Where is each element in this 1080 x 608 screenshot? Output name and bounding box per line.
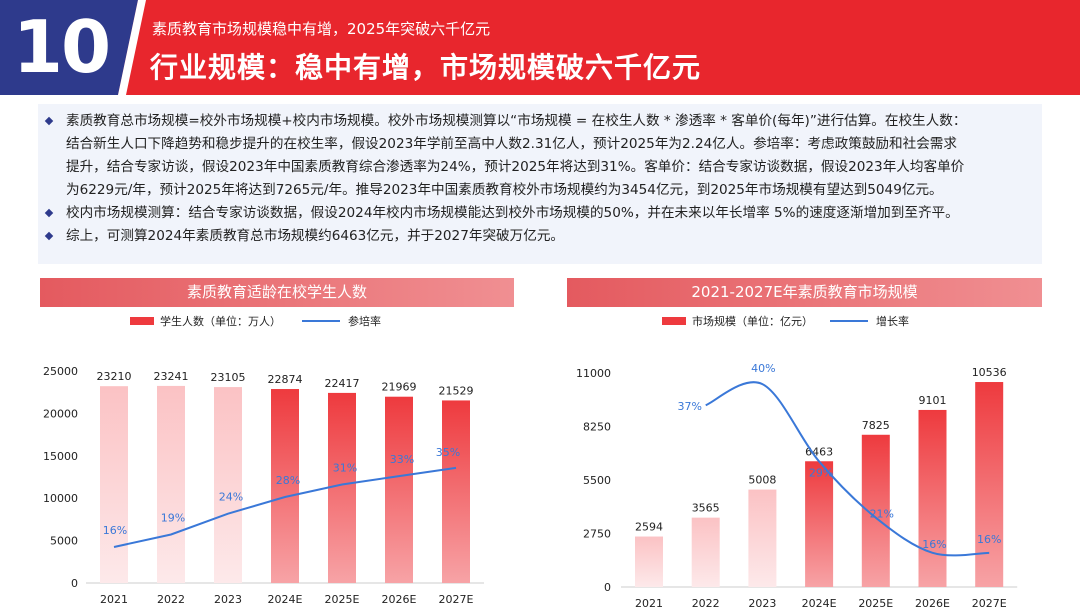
y-tick-label: 2750 <box>583 528 611 541</box>
bar <box>385 396 413 583</box>
y-tick-label: 11000 <box>576 367 611 380</box>
bar-value-label: 3565 <box>692 502 720 515</box>
y-tick-label: 8250 <box>583 421 611 434</box>
summary-line: 校内市场规模测算：结合专家访谈数据，假设2024年校内市场规模能达到校外市场规模… <box>66 205 959 221</box>
x-tick-label: 2025E <box>325 593 360 606</box>
bar <box>805 461 834 587</box>
y-tick-label: 0 <box>71 577 78 590</box>
chart-students-panel: 素质教育适龄在校学生人数 学生人数（单位：万人） 参培率 25000 20000 150… <box>40 278 514 608</box>
legend-bar-swatch <box>130 317 154 325</box>
bar-value-label: 5008 <box>748 474 776 487</box>
bar-value-label: 22417 <box>325 377 360 390</box>
x-tick-label: 2023 <box>748 597 776 608</box>
bar <box>748 489 777 587</box>
bar <box>157 385 185 583</box>
chart-students: 学生人数（单位：万人） 参培率 25000 20000 15000 10000 5000 0 2… <box>43 314 484 606</box>
x-tick-label: 2027E <box>972 597 1007 608</box>
bar <box>442 400 470 583</box>
x-tick-label: 2027E <box>439 593 474 606</box>
bar-value-label: 22874 <box>268 373 303 386</box>
line-point-label: 40% <box>751 362 775 375</box>
bar <box>214 387 242 583</box>
line-point-label: 28% <box>276 474 300 487</box>
y-tick-label: 25000 <box>43 365 78 378</box>
chart-market: 市场规模（单位：亿元） 增长率 11000 8250 5500 2750 0 2594 2021… <box>576 314 1018 608</box>
legend-line-label: 参培率 <box>348 314 381 328</box>
bar <box>975 382 1004 587</box>
x-tick-label: 2022 <box>692 597 720 608</box>
summary-line: 综上，可测算2024年素质教育总市场规模约6463亿元，并于2027年突破万亿元… <box>66 228 565 244</box>
bar-value-label: 2594 <box>635 521 663 534</box>
y-tick-label: 20000 <box>43 407 78 420</box>
bar <box>918 409 947 587</box>
legend-line-label: 增长率 <box>876 314 909 328</box>
line-point-label: 16% <box>922 538 946 551</box>
slide-number: 10 <box>12 5 111 89</box>
bullet-diamond-icon <box>44 208 54 218</box>
x-tick-label: 2024E <box>802 597 837 608</box>
y-tick-label: 0 <box>604 581 611 594</box>
chart-students-title: 素质教育适龄在校学生人数 <box>40 278 514 307</box>
x-tick-label: 2026E <box>915 597 950 608</box>
bullet-diamond-icon <box>44 231 54 241</box>
x-tick-label: 2024E <box>268 593 303 606</box>
line-point-label: 21% <box>870 508 894 521</box>
summary-box: 素质教育总市场规模=校外市场规模+校内市场规模。校外市场规模测算以“市场规模 =… <box>38 104 1042 264</box>
bullet-diamond-icon <box>44 116 54 126</box>
line-series <box>113 466 457 548</box>
line-point-label: 16% <box>977 533 1001 546</box>
x-tick-label: 2021 <box>635 597 663 608</box>
bar-value-label: 6463 <box>805 445 833 458</box>
summary-line: 提升，结合专家访谈，假设2023年中国素质教育综合渗透率为24%，预计2025年… <box>66 159 965 175</box>
x-tick-label: 2023 <box>214 593 242 606</box>
y-tick-label: 5000 <box>50 535 78 548</box>
summary-line: 为6229元/年，预计2025年将达到7265元/年。推导2023年中国素质教育… <box>66 182 943 198</box>
y-tick-label: 5500 <box>583 474 611 487</box>
line-point-label: 19% <box>161 512 185 525</box>
x-tick-label: 2025E <box>858 597 893 608</box>
chart-market-title: 2021-2027E年素质教育市场规模 <box>567 278 1042 307</box>
bar-value-label: 21969 <box>382 381 417 394</box>
bar-value-label: 21529 <box>439 384 474 397</box>
line-point-label: 37% <box>677 400 701 413</box>
line-point-label: 35% <box>436 446 460 459</box>
line-point-label: 16% <box>103 524 127 537</box>
slide-subtitle: 素质教育市场规模稳中有增，2025年突破六千亿元 <box>152 20 491 38</box>
summary-bullet: 素质教育总市场规模=校外市场规模+校内市场规模。校外市场规模测算以“市场规模 =… <box>44 110 967 202</box>
bar-value-label: 7825 <box>862 419 890 432</box>
line-point-label: 29% <box>809 466 833 479</box>
x-tick-label: 2022 <box>157 593 185 606</box>
x-tick-label: 2021 <box>100 593 128 606</box>
summary-line: 素质教育总市场规模=校外市场规模+校内市场规模。校外市场规模测算以“市场规模 =… <box>66 113 967 129</box>
bar-value-label: 10536 <box>972 366 1007 379</box>
bar-value-label: 23105 <box>211 371 246 384</box>
summary-line: 结合新生人口下降趋势和稳步提升的在校生率，假设2023年学前至高中人数2.31亿… <box>66 136 957 152</box>
bar <box>691 517 720 587</box>
y-tick-label: 10000 <box>43 492 78 505</box>
legend-bar-swatch <box>662 317 686 325</box>
line-point-label: 24% <box>219 491 243 504</box>
bar-value-label: 23210 <box>97 370 132 383</box>
line-point-label: 31% <box>333 462 357 475</box>
header-banner: 10 素质教育市场规模稳中有增，2025年突破六千亿元 行业规模：稳中有增，市场… <box>0 0 1080 95</box>
bar-value-label: 9101 <box>919 394 947 407</box>
legend-bar-label: 学生人数（单位：万人） <box>160 314 281 328</box>
summary-bullet: 校内市场规模测算：结合专家访谈数据，假设2024年校内市场规模能达到校外市场规模… <box>44 202 959 225</box>
bar <box>328 392 356 583</box>
bar <box>100 386 128 583</box>
chart-market-panel: 2021-2027E年素质教育市场规模 市场规模（单位：亿元） 增长率 11000 8… <box>567 278 1042 608</box>
bar <box>635 536 663 587</box>
bar <box>271 389 299 583</box>
line-series <box>705 381 990 557</box>
legend-bar-label: 市场规模（单位：亿元） <box>692 314 813 328</box>
summary-bullet: 综上，可测算2024年素质教育总市场规模约6463亿元，并于2027年突破万亿元… <box>44 225 565 248</box>
bar-value-label: 23241 <box>154 370 189 383</box>
header-background <box>0 0 1080 95</box>
slide-title: 行业规模：稳中有增，市场规模破六千亿元 <box>150 51 702 84</box>
y-tick-label: 15000 <box>43 450 78 463</box>
line-point-label: 33% <box>390 453 414 466</box>
x-tick-label: 2026E <box>382 593 417 606</box>
